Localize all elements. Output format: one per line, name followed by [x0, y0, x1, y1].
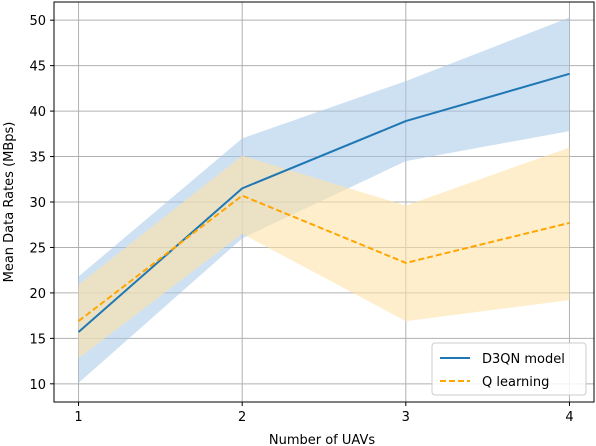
x-tick-label: 3 [402, 410, 410, 425]
y-tick-label: 25 [29, 241, 46, 256]
y-axis-ticks: 10 15 20 25 30 35 40 45 50 [29, 14, 54, 393]
x-axis-ticks: 1 2 3 4 [74, 402, 574, 425]
y-tick-label: 45 [29, 60, 46, 75]
legend-label-d3qn: D3QN model [482, 352, 565, 367]
y-tick-label: 20 [29, 287, 46, 302]
legend: D3QN model Q learning [431, 342, 587, 396]
y-tick-label: 40 [29, 105, 46, 120]
y-tick-label: 15 [29, 332, 46, 347]
y-tick-label: 50 [29, 14, 46, 29]
y-tick-label: 30 [29, 196, 46, 211]
x-axis-label: Number of UAVs [269, 433, 375, 446]
legend-label-q-learning: Q learning [482, 375, 549, 390]
y-axis-label: Mean Data Rates (MBps) [2, 122, 17, 283]
confidence-band-q-learning [78, 147, 570, 359]
series-line-q-learning [77, 194, 570, 322]
y-tick-label: 10 [29, 378, 46, 393]
series-line-d3qn [77, 72, 570, 333]
legend-box [431, 342, 587, 396]
y-tick-label: 35 [29, 151, 46, 166]
x-tick-label: 1 [74, 410, 82, 425]
x-tick-label: 2 [238, 410, 246, 425]
x-tick-label: 4 [565, 410, 573, 425]
series-lines [77, 72, 570, 333]
